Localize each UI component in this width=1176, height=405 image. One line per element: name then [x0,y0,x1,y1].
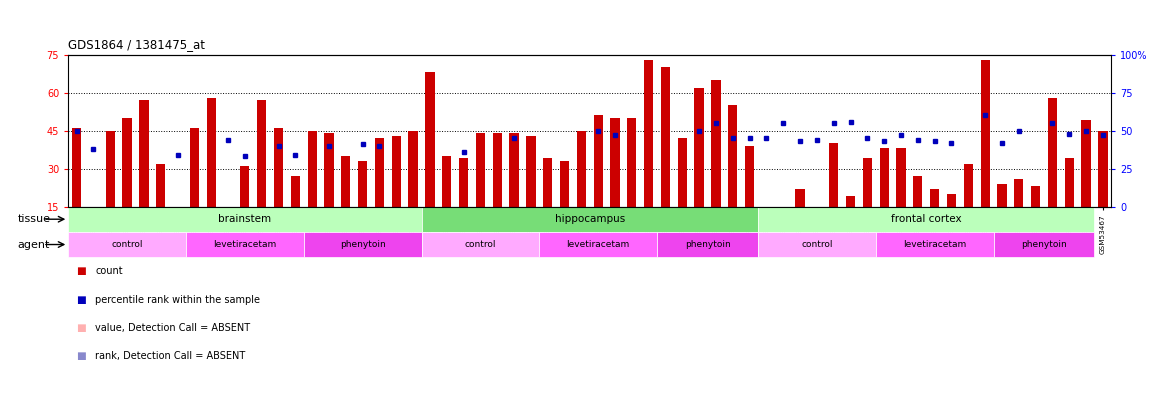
Bar [795,189,804,207]
Text: tissue: tissue [18,214,51,224]
Bar [207,98,216,207]
Text: levetiracetam: levetiracetam [903,240,967,249]
Bar [186,232,303,257]
Bar [408,130,417,207]
Bar [274,128,283,207]
Bar [189,128,199,207]
Bar [880,148,889,207]
Bar [963,164,973,207]
Bar [846,196,855,207]
Bar [1031,186,1041,207]
Bar [1098,130,1108,207]
Bar [493,133,502,207]
Bar [139,100,148,207]
Bar [72,128,81,207]
Bar [829,143,838,207]
Bar [1064,158,1074,207]
Text: phenytoin: phenytoin [684,240,730,249]
Text: control: control [801,240,833,249]
Bar [981,60,990,207]
Text: rank, Detection Call = ABSENT: rank, Detection Call = ABSENT [95,352,246,361]
Text: frontal cortex: frontal cortex [891,214,962,224]
Bar [1082,121,1090,207]
Text: ■: ■ [76,323,86,333]
Bar [896,148,906,207]
Text: ■: ■ [76,266,86,276]
Bar [421,207,759,232]
Text: value, Detection Call = ABSENT: value, Detection Call = ABSENT [95,323,250,333]
Text: ■: ■ [76,295,86,305]
Text: count: count [95,266,122,276]
Text: control: control [112,240,142,249]
Bar [876,232,994,257]
Bar [947,194,956,207]
Bar [526,136,535,207]
Text: brainstem: brainstem [219,214,272,224]
Bar [540,232,657,257]
Bar [560,161,569,207]
Text: levetiracetam: levetiracetam [213,240,276,249]
Bar [392,136,401,207]
Bar [421,232,540,257]
Bar [863,158,871,207]
Bar [1048,98,1057,207]
Bar [661,67,670,207]
Bar [325,133,334,207]
Bar [627,118,636,207]
Bar [759,232,876,257]
Bar [728,105,737,207]
Bar [509,133,519,207]
Text: GDS1864 / 1381475_at: GDS1864 / 1381475_at [68,38,205,51]
Bar [106,130,115,207]
Bar [68,232,186,257]
Bar [576,130,586,207]
Text: ■: ■ [76,352,86,361]
Bar [156,164,166,207]
Text: levetiracetam: levetiracetam [567,240,630,249]
Bar [303,232,421,257]
Bar [240,166,249,207]
Bar [68,207,421,232]
Bar [914,176,922,207]
Bar [290,176,300,207]
Bar [677,138,687,207]
Bar [997,184,1007,207]
Text: percentile rank within the sample: percentile rank within the sample [95,295,260,305]
Text: hippocampus: hippocampus [555,214,624,224]
Bar [594,115,603,207]
Bar [442,156,452,207]
Bar [459,158,468,207]
Bar [759,207,1095,232]
Bar [657,232,759,257]
Bar [258,100,266,207]
Bar [426,72,435,207]
Text: phenytoin: phenytoin [340,240,386,249]
Text: phenytoin: phenytoin [1021,240,1067,249]
Bar [994,232,1095,257]
Bar [308,130,316,207]
Bar [711,80,721,207]
Text: control: control [465,240,496,249]
Bar [1014,179,1023,207]
Bar [122,118,132,207]
Bar [375,138,385,207]
Bar [476,133,485,207]
Bar [695,87,703,207]
Bar [930,189,940,207]
Bar [341,156,350,207]
Bar [358,161,367,207]
Bar [644,60,654,207]
Bar [610,118,620,207]
Bar [543,158,553,207]
Bar [744,146,754,207]
Text: agent: agent [18,239,51,249]
